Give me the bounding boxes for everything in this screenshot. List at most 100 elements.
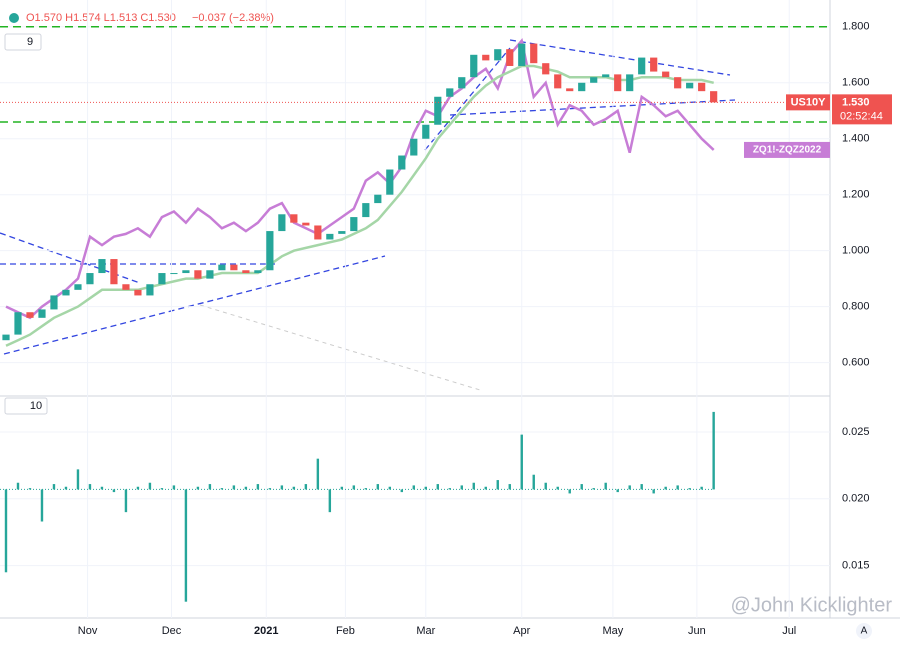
histogram-bar — [676, 485, 679, 490]
candle-body — [350, 217, 358, 232]
watermark: @John Kicklighter — [731, 594, 893, 616]
x-tick-label: 2021 — [254, 625, 278, 637]
histogram-bar — [580, 484, 583, 490]
candle-body — [458, 77, 466, 89]
histogram-bar — [472, 482, 475, 490]
histogram-bar — [172, 485, 176, 490]
histogram-bar — [424, 486, 427, 490]
y-tick-label: 1.600 — [842, 77, 870, 89]
candle-body — [374, 194, 382, 204]
candle-body — [206, 270, 214, 279]
y2-tick-label: 0.025 — [842, 426, 870, 438]
y2-tick-label: 0.020 — [842, 493, 870, 505]
candle-body — [278, 214, 286, 232]
candle-body — [242, 270, 250, 274]
histogram-bar — [28, 488, 32, 490]
histogram-bar — [316, 458, 320, 490]
overlay-line — [5, 38, 715, 320]
candle-body — [326, 233, 334, 240]
candle-body — [494, 49, 502, 61]
histogram-bar — [280, 485, 284, 490]
histogram-bar — [148, 482, 152, 490]
trendlines — [0, 39, 736, 355]
candle-body — [170, 273, 178, 275]
candle-body — [674, 77, 682, 89]
candle-body — [638, 57, 646, 75]
histogram-bar — [160, 488, 164, 490]
histogram-bar — [436, 484, 439, 490]
candle-body — [338, 231, 346, 234]
histogram-bar — [520, 434, 523, 490]
candle-body — [110, 259, 118, 285]
y2-tick-label: 0.015 — [842, 560, 870, 572]
candle-body — [482, 54, 490, 61]
histogram-bar — [484, 486, 487, 490]
y-tick-label: 1.200 — [842, 189, 870, 201]
candle-body — [410, 138, 418, 156]
y-tick-label: 0.800 — [842, 301, 870, 313]
auto-button[interactable] — [856, 623, 872, 639]
histogram-bar — [196, 486, 200, 490]
histogram-bar — [136, 486, 140, 490]
overlay-label: ZQ1!-ZQZ2022 — [753, 145, 822, 156]
histogram-bar — [376, 484, 380, 490]
candle-body — [650, 57, 658, 72]
candle-body — [422, 124, 430, 139]
candle-body — [446, 88, 454, 97]
pane-label: 9 — [27, 36, 33, 48]
x-tick-label: Nov — [78, 625, 98, 637]
histogram-bar — [244, 486, 248, 490]
histogram-bar — [292, 486, 296, 490]
candle-body — [686, 82, 694, 89]
symbol-label: US10Y — [791, 96, 827, 108]
histogram-bar — [268, 488, 272, 490]
candle-body — [398, 155, 406, 170]
candle-body — [434, 96, 442, 125]
candle-body — [698, 82, 706, 92]
countdown-label: 02:52:44 — [840, 110, 883, 122]
histogram-bar — [700, 486, 703, 490]
x-tick-label: Apr — [513, 625, 530, 637]
histogram-bar — [352, 485, 356, 490]
candle-body — [302, 222, 310, 226]
auto-label[interactable]: A — [861, 626, 868, 637]
candle-body — [74, 284, 82, 290]
histogram-bar — [16, 482, 20, 490]
histogram-bar — [88, 484, 92, 490]
candle-body — [62, 289, 70, 296]
y-tick-label: 1.400 — [842, 133, 870, 145]
candle-body — [626, 74, 634, 92]
histogram-bar — [112, 489, 116, 493]
histogram-bar — [328, 489, 332, 513]
candle-body — [38, 309, 46, 318]
candle-body — [470, 54, 478, 78]
candle-body — [530, 43, 538, 64]
last-price-label: 1.530 — [842, 96, 870, 108]
candle-body — [266, 231, 274, 271]
histogram-bar — [556, 486, 559, 490]
histogram-bar — [400, 489, 404, 493]
candle-body — [314, 225, 322, 240]
candle-body — [194, 270, 202, 279]
histogram-bar — [604, 482, 607, 490]
x-tick-label: Mar — [416, 625, 435, 637]
histogram-bar — [412, 485, 416, 490]
candle-body — [506, 49, 514, 66]
candle-body — [182, 270, 190, 274]
histogram-bar — [448, 488, 451, 490]
histogram-bar — [256, 484, 260, 490]
price-badge — [832, 94, 892, 125]
candle-body — [554, 74, 562, 89]
histogram-bar — [232, 485, 236, 490]
overlay-badge — [744, 141, 830, 158]
histogram-bar — [208, 484, 212, 490]
x-tick-label: Jun — [688, 625, 706, 637]
histogram-bar — [628, 485, 631, 490]
histogram-bar — [712, 411, 715, 490]
candle-body — [86, 273, 94, 285]
status-dot — [9, 13, 19, 23]
histogram-bar — [532, 474, 535, 490]
y-tick-label: 1.800 — [842, 21, 870, 33]
